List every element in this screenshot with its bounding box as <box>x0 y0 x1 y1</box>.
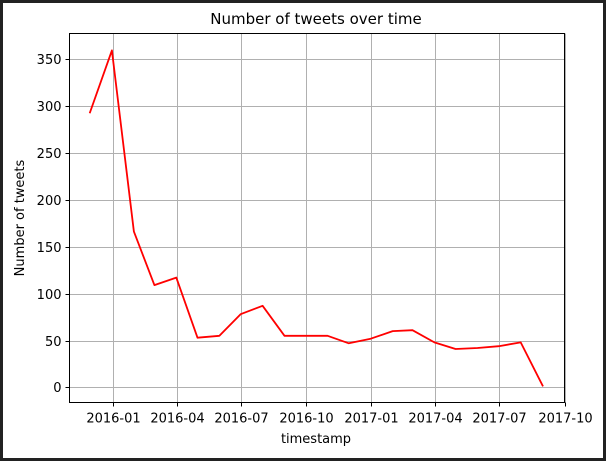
x-tick-label: 2016-04 <box>150 412 204 427</box>
y-tick-label: 350 <box>37 53 62 68</box>
x-tick-label: 2017-07 <box>472 412 526 427</box>
x-tick-label: 2017-01 <box>344 412 398 427</box>
y-tick-label: 100 <box>37 288 62 303</box>
y-tick-label: 0 <box>53 381 61 396</box>
y-tick-label: 50 <box>45 335 62 350</box>
x-tick-label: 2017-10 <box>538 412 592 427</box>
y-tick-label: 200 <box>37 194 62 209</box>
x-axis-label: timestamp <box>281 432 351 447</box>
y-tick-label: 250 <box>37 147 62 162</box>
grid <box>69 33 566 403</box>
y-tick-label: 150 <box>37 241 62 256</box>
plot-area-border <box>69 33 565 403</box>
y-axis-label: Number of tweets <box>13 159 28 276</box>
series-line-group <box>88 49 544 387</box>
x-tick-label: 2016-07 <box>214 412 268 427</box>
y-tick-label: 300 <box>37 100 62 115</box>
x-axis-ticks: 2016-01 2016-04 2016-07 2016-10 2017-01 2017-… <box>86 402 593 427</box>
x-tick-label: 2016-10 <box>279 412 333 427</box>
chart-title: Number of tweets over time <box>210 10 421 28</box>
x-tick-label: 2016-01 <box>86 412 140 427</box>
x-tick-label: 2017-04 <box>408 412 462 427</box>
y-axis-ticks: 0 50 100 150 200 250 300 350 <box>37 53 70 396</box>
series-line <box>88 49 544 387</box>
